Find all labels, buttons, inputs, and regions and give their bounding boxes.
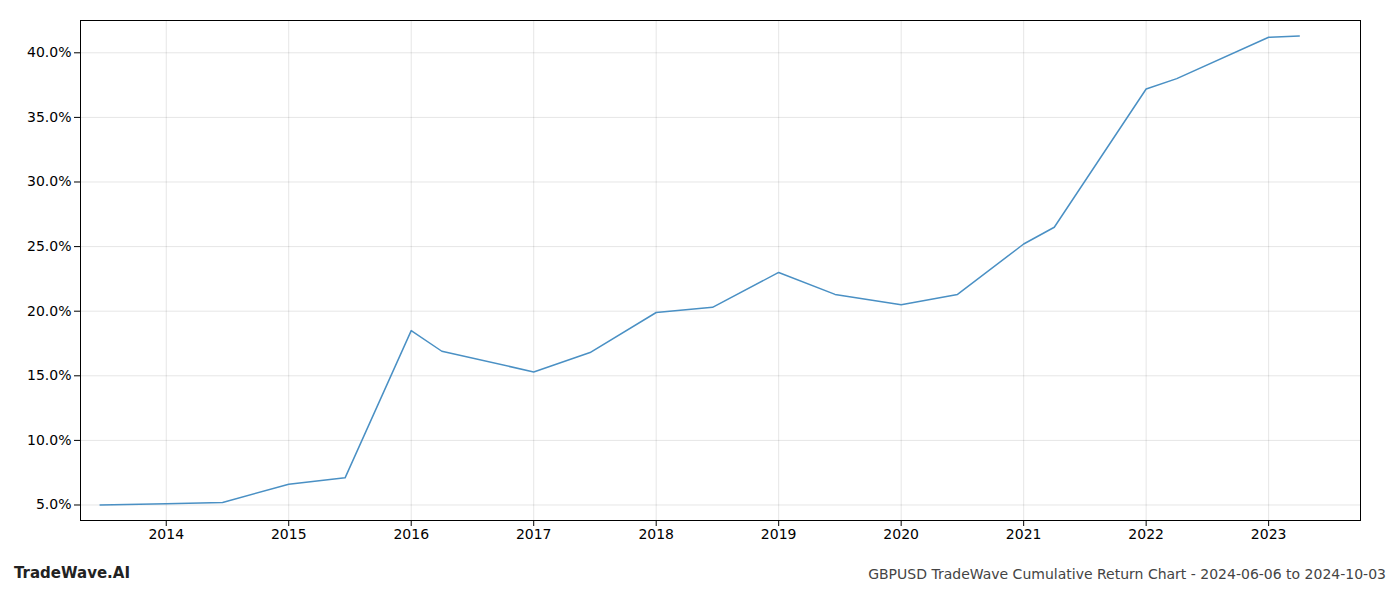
svg-text:2021: 2021 bbox=[1006, 526, 1042, 542]
svg-text:5.0%: 5.0% bbox=[36, 496, 72, 512]
svg-text:10.0%: 10.0% bbox=[27, 432, 71, 448]
svg-text:2020: 2020 bbox=[883, 526, 919, 542]
svg-text:15.0%: 15.0% bbox=[27, 367, 71, 383]
svg-text:2023: 2023 bbox=[1251, 526, 1287, 542]
svg-text:2022: 2022 bbox=[1128, 526, 1164, 542]
svg-text:25.0%: 25.0% bbox=[27, 238, 71, 254]
svg-text:2015: 2015 bbox=[271, 526, 307, 542]
svg-text:2019: 2019 bbox=[761, 526, 797, 542]
svg-text:2014: 2014 bbox=[148, 526, 184, 542]
svg-text:2016: 2016 bbox=[393, 526, 429, 542]
svg-text:40.0%: 40.0% bbox=[27, 44, 71, 60]
html-text:TradeWave.AI: TradeWave.AI bbox=[14, 564, 130, 582]
svg-text:35.0%: 35.0% bbox=[27, 109, 71, 125]
svg-text:2017: 2017 bbox=[516, 526, 552, 542]
html-text:GBPUSD TradeWave Cumulative Re: GBPUSD TradeWave Cumulative Return Chart… bbox=[868, 566, 1386, 582]
svg-text:20.0%: 20.0% bbox=[27, 303, 71, 319]
svg-text:30.0%: 30.0% bbox=[27, 173, 71, 189]
svg-text:2018: 2018 bbox=[638, 526, 674, 542]
